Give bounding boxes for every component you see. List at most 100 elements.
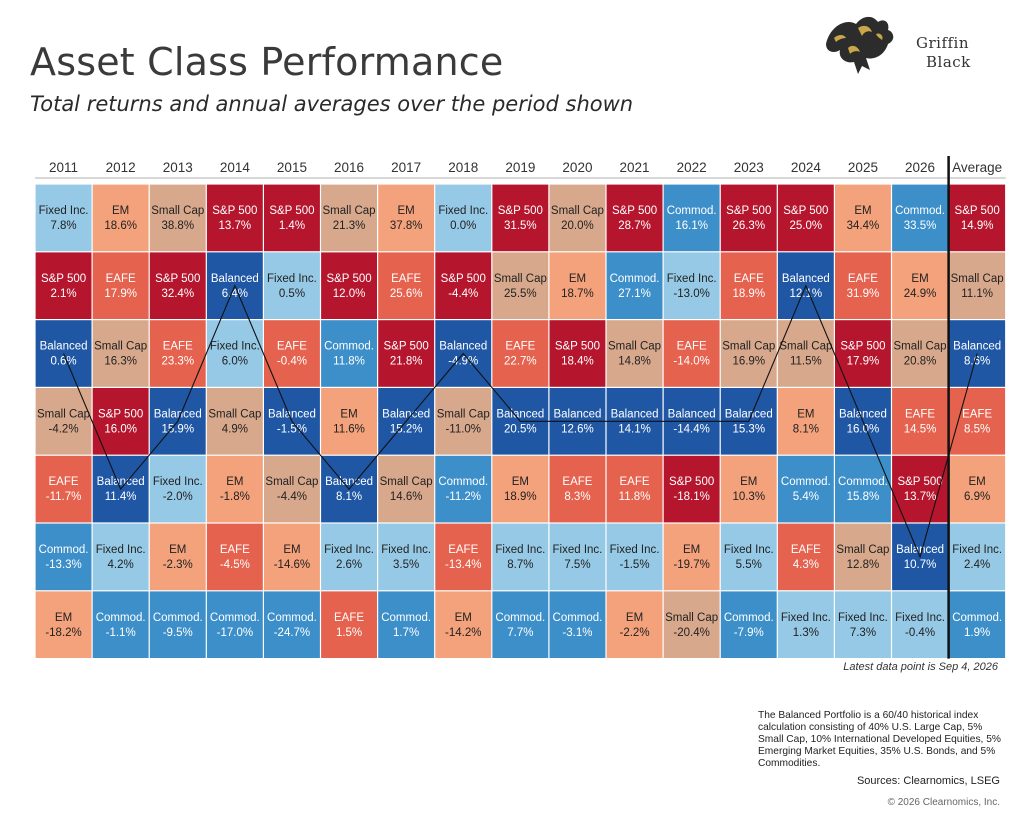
cell-return-value: 2.4% bbox=[964, 559, 990, 571]
cell-background bbox=[435, 591, 492, 658]
cell-return-value: 21.3% bbox=[333, 220, 366, 232]
cell-asset-label: S&P 500 bbox=[326, 273, 371, 285]
cell-return-value: 20.5% bbox=[504, 423, 537, 435]
cell-background bbox=[92, 252, 149, 319]
cell-return-value: 0.5% bbox=[279, 288, 305, 300]
cell-average-rank-5: EM 6.9% bbox=[949, 455, 1006, 523]
cell-asset-label: Fixed Inc. bbox=[495, 544, 545, 556]
cell-asset-label: Small Cap bbox=[836, 544, 889, 556]
cell-asset-label: Balanced bbox=[611, 408, 659, 420]
cell-asset-label: Fixed Inc. bbox=[895, 612, 945, 624]
cell-asset-label: Balanced bbox=[154, 408, 202, 420]
cell-asset-label: Fixed Inc. bbox=[838, 612, 888, 624]
cell-background bbox=[435, 455, 492, 523]
cell-background bbox=[663, 320, 720, 387]
cell-asset-label: EAFE bbox=[505, 341, 535, 353]
cell-asset-label: Commod. bbox=[553, 612, 603, 624]
cell-2018-rank-2: S&P 500 -4.4% bbox=[435, 252, 492, 319]
cell-return-value: 4.3% bbox=[793, 559, 819, 571]
cell-2014-rank-4: Small Cap 4.9% bbox=[206, 388, 263, 455]
cell-background bbox=[378, 320, 435, 387]
cell-asset-label: Fixed Inc. bbox=[324, 544, 374, 556]
cell-return-value: 3.5% bbox=[393, 559, 419, 571]
cell-2022-rank-3: EAFE -14.0% bbox=[663, 320, 720, 387]
cell-asset-label: Commod. bbox=[610, 273, 660, 285]
cell-return-value: -4.4% bbox=[448, 288, 478, 300]
cell-asset-label: Small Cap bbox=[380, 476, 433, 488]
cell-asset-label: EM bbox=[169, 544, 186, 556]
cell-2024-rank-3: Small Cap 11.5% bbox=[777, 320, 834, 387]
cell-return-value: 31.5% bbox=[504, 220, 537, 232]
cell-return-value: 13.7% bbox=[219, 220, 252, 232]
cell-background bbox=[92, 523, 149, 591]
cell-background bbox=[435, 252, 492, 319]
column-header-2023: 2023 bbox=[734, 160, 764, 175]
cell-2017-rank-7: Commod. 1.7% bbox=[378, 591, 435, 658]
cell-asset-label: Fixed Inc. bbox=[39, 205, 89, 217]
griffin-icon bbox=[826, 16, 894, 74]
column-header-2024: 2024 bbox=[791, 160, 822, 175]
cell-2018-rank-4: Small Cap -11.0% bbox=[435, 388, 492, 455]
cell-return-value: 0.6% bbox=[50, 356, 76, 368]
cell-return-value: 2.6% bbox=[336, 559, 362, 571]
cell-asset-label: Balanced bbox=[553, 408, 601, 420]
cell-asset-label: EM bbox=[969, 476, 986, 488]
cell-return-value: 18.6% bbox=[104, 220, 137, 232]
cell-return-value: -14.0% bbox=[673, 356, 709, 368]
cell-return-value: 17.9% bbox=[104, 288, 137, 300]
cell-background bbox=[720, 455, 777, 523]
cell-background bbox=[92, 591, 149, 658]
cell-2022-rank-5: S&P 500 -18.1% bbox=[663, 455, 720, 523]
cell-asset-label: Commod. bbox=[381, 612, 431, 624]
cell-2023-rank-7: Commod. -7.9% bbox=[720, 591, 777, 658]
cell-background bbox=[35, 455, 92, 523]
cell-return-value: -11.7% bbox=[46, 491, 82, 503]
cell-return-value: -11.0% bbox=[445, 423, 481, 435]
column-header-2013: 2013 bbox=[163, 160, 193, 175]
cell-return-value: 25.5% bbox=[504, 288, 537, 300]
cell-asset-label: Commod. bbox=[39, 544, 89, 556]
cell-background bbox=[206, 523, 263, 591]
cell-return-value: 18.7% bbox=[561, 288, 594, 300]
cell-asset-label: Commod. bbox=[96, 612, 146, 624]
page-title: Asset Class Performance bbox=[30, 40, 504, 84]
cell-background bbox=[264, 591, 320, 658]
cell-background bbox=[892, 591, 948, 658]
cell-asset-label: EAFE bbox=[848, 273, 878, 285]
cell-asset-label: Balanced bbox=[382, 408, 430, 420]
cell-2022-rank-2: Fixed Inc. -13.0% bbox=[663, 252, 720, 319]
cell-asset-label: EAFE bbox=[49, 476, 79, 488]
cell-background bbox=[492, 184, 549, 252]
cell-return-value: 11.1% bbox=[961, 288, 993, 300]
cell-background bbox=[663, 455, 720, 523]
cell-asset-label: S&P 500 bbox=[41, 273, 86, 285]
cell-return-value: 32.4% bbox=[161, 288, 194, 300]
column-header-2012: 2012 bbox=[106, 160, 136, 175]
cell-2015-rank-2: Fixed Inc. 0.5% bbox=[264, 252, 320, 319]
cell-average-rank-2: Small Cap 11.1% bbox=[949, 252, 1006, 319]
column-header-2026: 2026 bbox=[905, 160, 935, 175]
cell-asset-label: Balanced bbox=[496, 408, 544, 420]
cell-2013-rank-7: Commod. -9.5% bbox=[149, 591, 206, 658]
cell-background bbox=[321, 184, 377, 252]
cell-return-value: 34.4% bbox=[847, 220, 880, 232]
cell-2020-rank-3: S&P 500 18.4% bbox=[549, 320, 606, 387]
cell-2012-rank-2: EAFE 17.9% bbox=[92, 252, 149, 319]
cell-asset-label: EM bbox=[683, 544, 700, 556]
cell-background bbox=[892, 320, 948, 387]
cell-2018-rank-1: Fixed Inc. 0.0% bbox=[435, 184, 492, 252]
cell-2020-rank-7: Commod. -3.1% bbox=[549, 591, 606, 658]
cell-2024-rank-4: EM 8.1% bbox=[777, 388, 834, 455]
cell-background bbox=[549, 591, 606, 658]
cell-background bbox=[321, 591, 377, 658]
cell-asset-label: EAFE bbox=[905, 408, 935, 420]
cell-2021-rank-2: Commod. 27.1% bbox=[606, 252, 663, 319]
cell-2015-rank-5: Small Cap -4.4% bbox=[264, 455, 320, 523]
cell-return-value: 0.0% bbox=[450, 220, 476, 232]
cell-asset-label: EM bbox=[626, 612, 643, 624]
cell-asset-label: Balanced bbox=[725, 408, 773, 420]
cell-return-value: -1.5% bbox=[620, 559, 650, 571]
cell-return-value: 12.1% bbox=[790, 288, 823, 300]
cell-asset-label: Small Cap bbox=[151, 205, 204, 217]
cell-return-value: 11.5% bbox=[790, 356, 822, 368]
